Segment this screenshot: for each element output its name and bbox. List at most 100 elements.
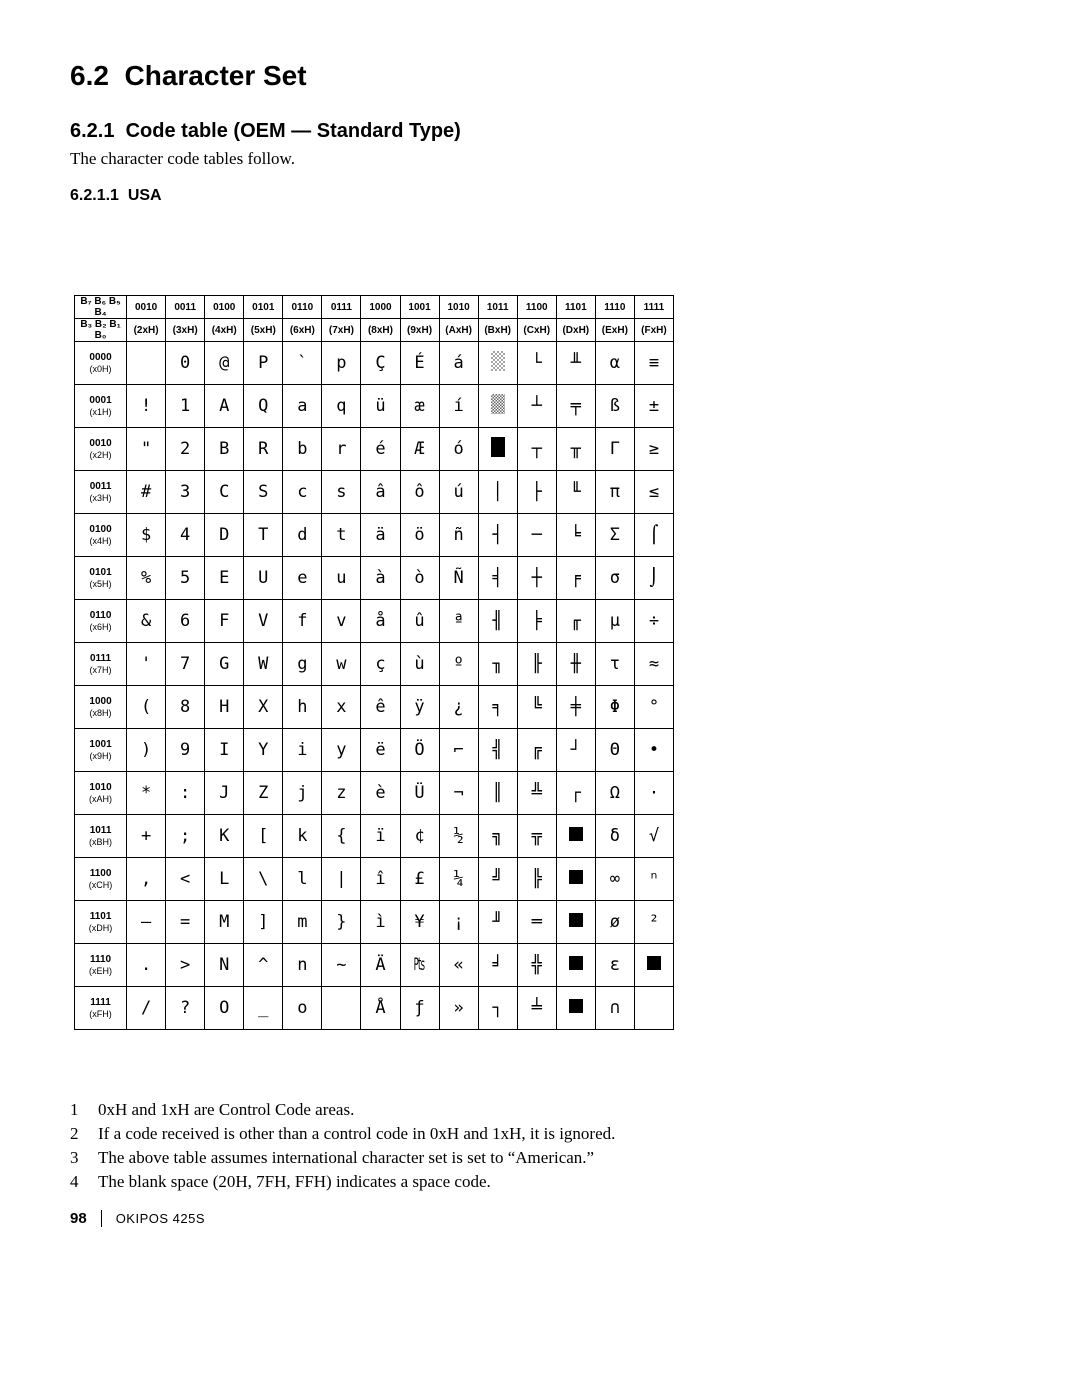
char-cell: 2 [166, 428, 205, 471]
char-cell [556, 858, 595, 901]
char-cell: ₧ [400, 944, 439, 987]
char-cell: P [244, 342, 283, 385]
char-cell: Ω [595, 772, 634, 815]
row-head: 0101(x5H) [75, 557, 127, 600]
col-bits: 1111 [634, 296, 673, 319]
char-cell: V [244, 600, 283, 643]
char-cell: ∞ [595, 858, 634, 901]
char-cell [478, 385, 517, 428]
model-name: OKIPOS 425S [116, 1211, 205, 1226]
char-cell: τ [595, 643, 634, 686]
char-cell: ] [244, 901, 283, 944]
char-cell [556, 815, 595, 858]
char-cell: 1 [166, 385, 205, 428]
char-cell [322, 987, 361, 1030]
char-cell: T [244, 514, 283, 557]
note-item: 4The blank space (20H, 7FH, FFH) indicat… [70, 1172, 1010, 1192]
char-cell: y [322, 729, 361, 772]
col-bits: 0110 [283, 296, 322, 319]
char-cell: ⁿ [634, 858, 673, 901]
char-cell: ╩ [517, 772, 556, 815]
char-cell: O [205, 987, 244, 1030]
char-cell: n [283, 944, 322, 987]
char-cell [556, 901, 595, 944]
char-cell: F [205, 600, 244, 643]
char-cell: î [361, 858, 400, 901]
char-cell: ┴ [517, 385, 556, 428]
char-cell: ¥ [400, 901, 439, 944]
char-cell: z [322, 772, 361, 815]
row-head: 1011(xBH) [75, 815, 127, 858]
char-cell: ö [400, 514, 439, 557]
char-cell: [ [244, 815, 283, 858]
char-cell: ╘ [556, 514, 595, 557]
char-cell: = [166, 901, 205, 944]
subsection-heading: 6.2.1 Code table (OEM — Standard Type) [70, 120, 1010, 143]
char-cell: t [322, 514, 361, 557]
char-cell: ⌐ [439, 729, 478, 772]
char-cell: x [322, 686, 361, 729]
row-head: 0011(x3H) [75, 471, 127, 514]
char-cell: – [127, 901, 166, 944]
char-cell: é [361, 428, 400, 471]
row-head: 0001(x1H) [75, 385, 127, 428]
char-cell: " [127, 428, 166, 471]
char-cell: 6 [166, 600, 205, 643]
page-footer: 98 OKIPOS 425S [70, 1210, 1010, 1227]
char-cell: å [361, 600, 400, 643]
char-cell: ╠ [517, 858, 556, 901]
char-cell: ═ [517, 901, 556, 944]
character-code-table: B₇ B₆ B₅ B₄00100011010001010110011110001… [74, 295, 674, 1030]
col-bits: 1011 [478, 296, 517, 319]
char-cell: ║ [478, 772, 517, 815]
char-cell: ╞ [517, 600, 556, 643]
char-cell: ² [634, 901, 673, 944]
char-cell: ( [127, 686, 166, 729]
char-cell: h [283, 686, 322, 729]
char-cell: │ [478, 471, 517, 514]
char-cell: Ö [400, 729, 439, 772]
row-head: 1001(x9H) [75, 729, 127, 772]
char-cell: ╬ [517, 944, 556, 987]
col-bits: 1100 [517, 296, 556, 319]
char-cell: l [283, 858, 322, 901]
subsubsection-heading: 6.2.1.1 USA [70, 187, 1010, 205]
char-cell: # [127, 471, 166, 514]
char-cell: I [205, 729, 244, 772]
char-cell: ¿ [439, 686, 478, 729]
col-bits: 0100 [205, 296, 244, 319]
char-cell: û [400, 600, 439, 643]
char-cell: Ä [361, 944, 400, 987]
char-cell: B [205, 428, 244, 471]
char-cell: , [127, 858, 166, 901]
char-cell: ╟ [517, 643, 556, 686]
intro-text: The character code tables follow. [70, 149, 1010, 169]
char-cell: ' [127, 643, 166, 686]
char-cell: w [322, 643, 361, 686]
char-cell: ) [127, 729, 166, 772]
char-cell: ¬ [439, 772, 478, 815]
char-cell: k [283, 815, 322, 858]
row-head: 1100(xCH) [75, 858, 127, 901]
col-hex: (4xH) [205, 319, 244, 342]
char-cell: ÿ [400, 686, 439, 729]
row-head: 0100(x4H) [75, 514, 127, 557]
char-cell: Æ [400, 428, 439, 471]
char-cell: ú [439, 471, 478, 514]
char-cell: ε [595, 944, 634, 987]
char-cell: Y [244, 729, 283, 772]
char-cell: A [205, 385, 244, 428]
char-cell: \ [244, 858, 283, 901]
char-cell: ï [361, 815, 400, 858]
char-cell: ô [400, 471, 439, 514]
char-cell: ª [439, 600, 478, 643]
char-cell: Θ [595, 729, 634, 772]
char-cell: b [283, 428, 322, 471]
char-cell: d [283, 514, 322, 557]
char-cell: H [205, 686, 244, 729]
char-cell: > [166, 944, 205, 987]
char-cell: ╝ [478, 858, 517, 901]
char-cell: g [283, 643, 322, 686]
char-cell: ┐ [478, 987, 517, 1030]
char-cell: N [205, 944, 244, 987]
